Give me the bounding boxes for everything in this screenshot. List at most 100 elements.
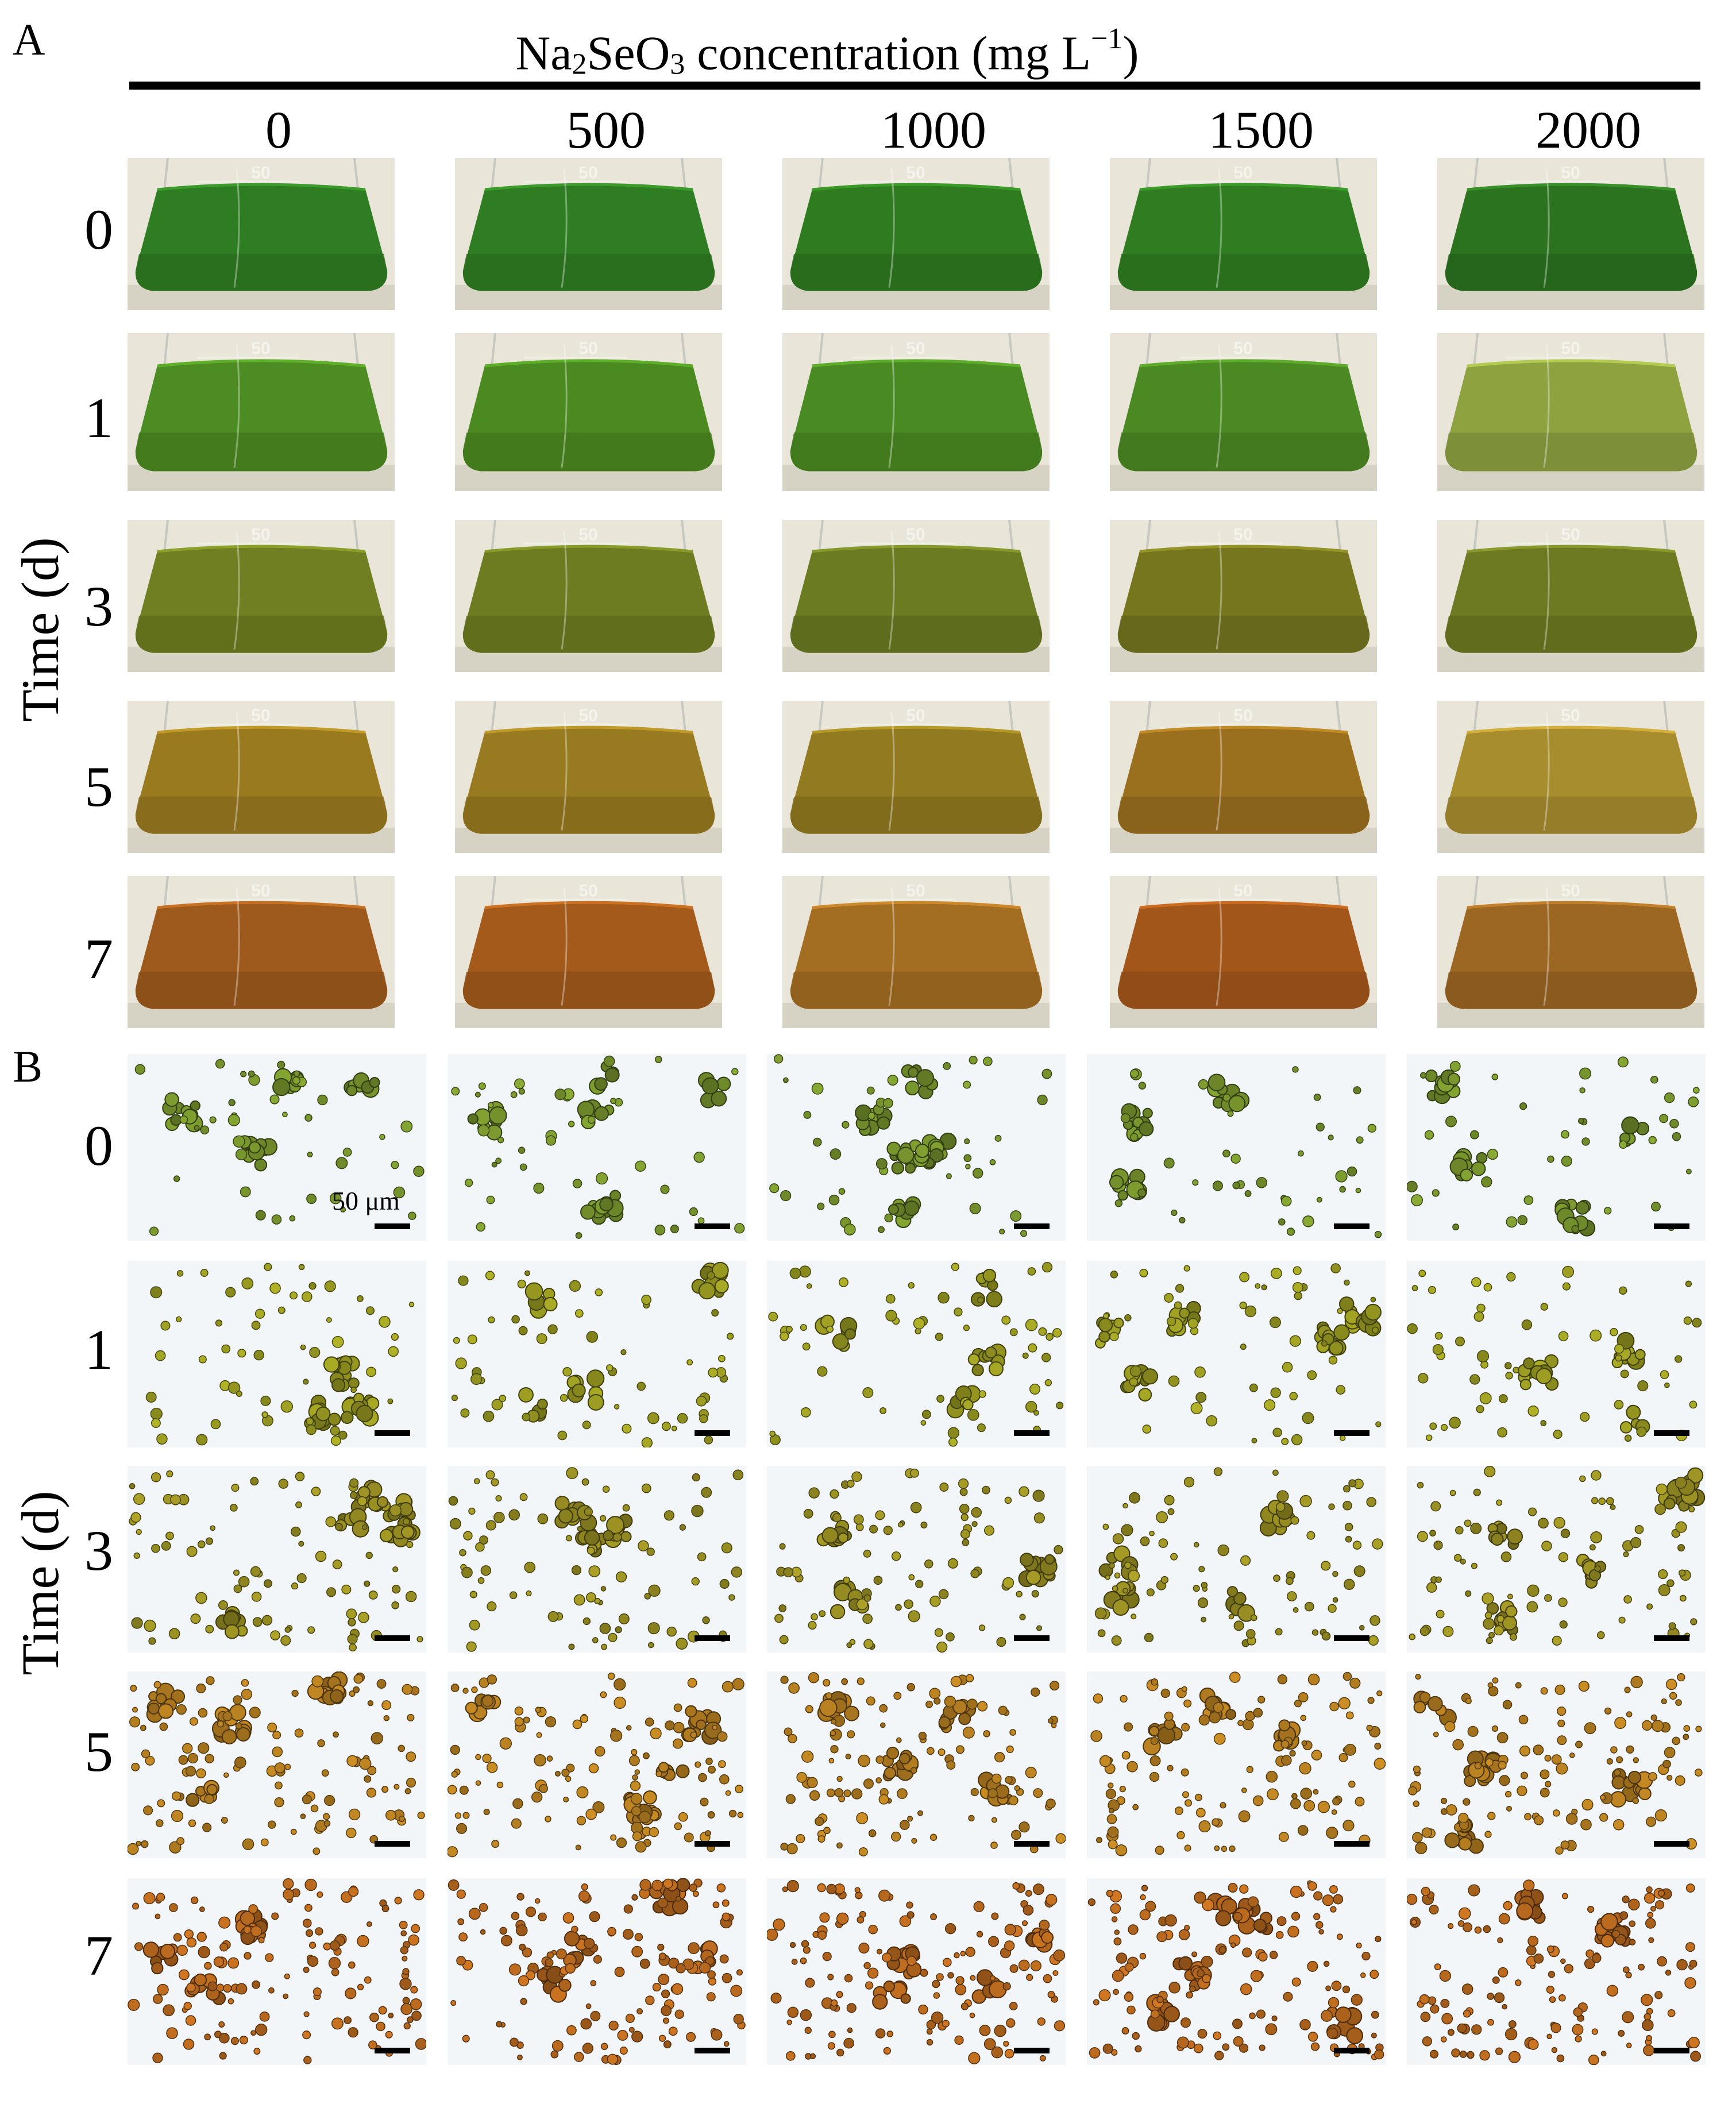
cell — [661, 2005, 672, 2016]
cell — [803, 1946, 811, 1954]
cell — [463, 1531, 473, 1541]
cell — [189, 1717, 198, 1726]
cell — [221, 1729, 237, 1744]
cell — [525, 1906, 537, 1917]
flask-photo: 50 — [782, 876, 1050, 1028]
cell — [1251, 1438, 1257, 1444]
cell — [1122, 1503, 1128, 1509]
flask-photo-graphic: 50 — [1437, 158, 1704, 310]
cell — [536, 1333, 547, 1345]
cell — [456, 1956, 466, 1966]
cell — [531, 1792, 543, 1803]
cell — [346, 1084, 358, 1097]
cell — [236, 1727, 251, 1742]
cell — [1650, 1075, 1658, 1084]
cell — [406, 1777, 416, 1788]
cell — [708, 1766, 716, 1774]
cell — [1487, 1682, 1494, 1688]
cell — [1178, 1929, 1190, 1940]
cell — [600, 1515, 607, 1522]
cell — [911, 1837, 917, 1844]
cell — [1614, 1400, 1624, 1410]
cell — [310, 1804, 319, 1813]
cell — [206, 1783, 218, 1796]
cell — [371, 1732, 383, 1744]
cell — [1198, 1079, 1209, 1090]
cell — [1135, 2045, 1142, 2053]
cell — [1201, 1581, 1208, 1589]
cell — [1315, 1122, 1325, 1132]
cell — [202, 1823, 212, 1832]
cell — [1641, 1994, 1653, 2006]
cell — [166, 2027, 178, 2039]
cell — [1502, 2003, 1507, 2010]
cell — [1257, 1952, 1268, 1962]
cell — [1694, 1769, 1703, 1777]
cell — [1375, 1936, 1382, 1943]
cell — [1179, 1307, 1190, 1319]
cell — [936, 1395, 944, 1403]
cell — [1560, 1958, 1566, 1964]
cell — [1590, 1531, 1603, 1543]
cell — [1273, 1574, 1280, 1582]
cell — [1272, 1469, 1279, 1476]
flask-photo: 50 — [1437, 876, 1704, 1028]
cell — [899, 1915, 912, 1928]
cell — [524, 1561, 536, 1573]
cell — [823, 1827, 831, 1835]
cell — [1194, 1366, 1206, 1378]
cell — [1183, 1265, 1190, 1272]
cell — [280, 1635, 291, 1646]
cell — [148, 1702, 160, 1715]
cell — [1447, 1072, 1460, 1086]
cell — [891, 1551, 901, 1561]
cell — [260, 1395, 271, 1406]
scale-bar — [1654, 1635, 1689, 1641]
cell — [1321, 1631, 1331, 1641]
cell — [251, 1321, 261, 1330]
cell — [1415, 1674, 1421, 1680]
cell — [856, 1598, 869, 1611]
cell — [407, 1713, 415, 1721]
cell — [136, 1840, 141, 1847]
cell — [1425, 1070, 1438, 1083]
cell — [357, 1496, 367, 1506]
cell — [595, 1172, 608, 1185]
cell — [1591, 1953, 1602, 1963]
cell — [971, 1364, 984, 1377]
cell — [920, 1420, 927, 1426]
cell — [916, 1069, 935, 1087]
cell — [1174, 1806, 1183, 1815]
cell — [622, 1504, 630, 1512]
cell — [284, 1973, 290, 1979]
cell — [1093, 1693, 1104, 1704]
cell — [1265, 2023, 1278, 2036]
cell — [508, 1509, 520, 1521]
cell — [1564, 1964, 1573, 1974]
cell — [819, 1912, 830, 1923]
cell — [1149, 1755, 1161, 1767]
cell — [1302, 1412, 1314, 1424]
cell — [705, 1758, 713, 1765]
cell — [830, 1729, 836, 1736]
cell — [1492, 1976, 1500, 1984]
cell — [612, 1532, 622, 1542]
cell — [357, 1935, 369, 1948]
cell — [499, 1395, 507, 1402]
cell — [469, 1619, 480, 1631]
cell — [533, 1183, 545, 1194]
flask-volume-mark: 50 — [251, 882, 270, 901]
cell — [295, 1472, 305, 1481]
cell — [789, 1267, 801, 1279]
cell — [1087, 1898, 1096, 1906]
cell — [1508, 2051, 1521, 2063]
cell — [967, 1353, 980, 1366]
cell — [1371, 2010, 1379, 2019]
micrograph-graphic — [1407, 1671, 1706, 1858]
cell — [1046, 1894, 1058, 1906]
flask-volume-mark: 50 — [1233, 339, 1252, 358]
flask-volume-mark: 50 — [1561, 882, 1580, 901]
cell — [164, 1092, 179, 1107]
cell — [1112, 1585, 1118, 1592]
cell — [485, 1470, 495, 1480]
